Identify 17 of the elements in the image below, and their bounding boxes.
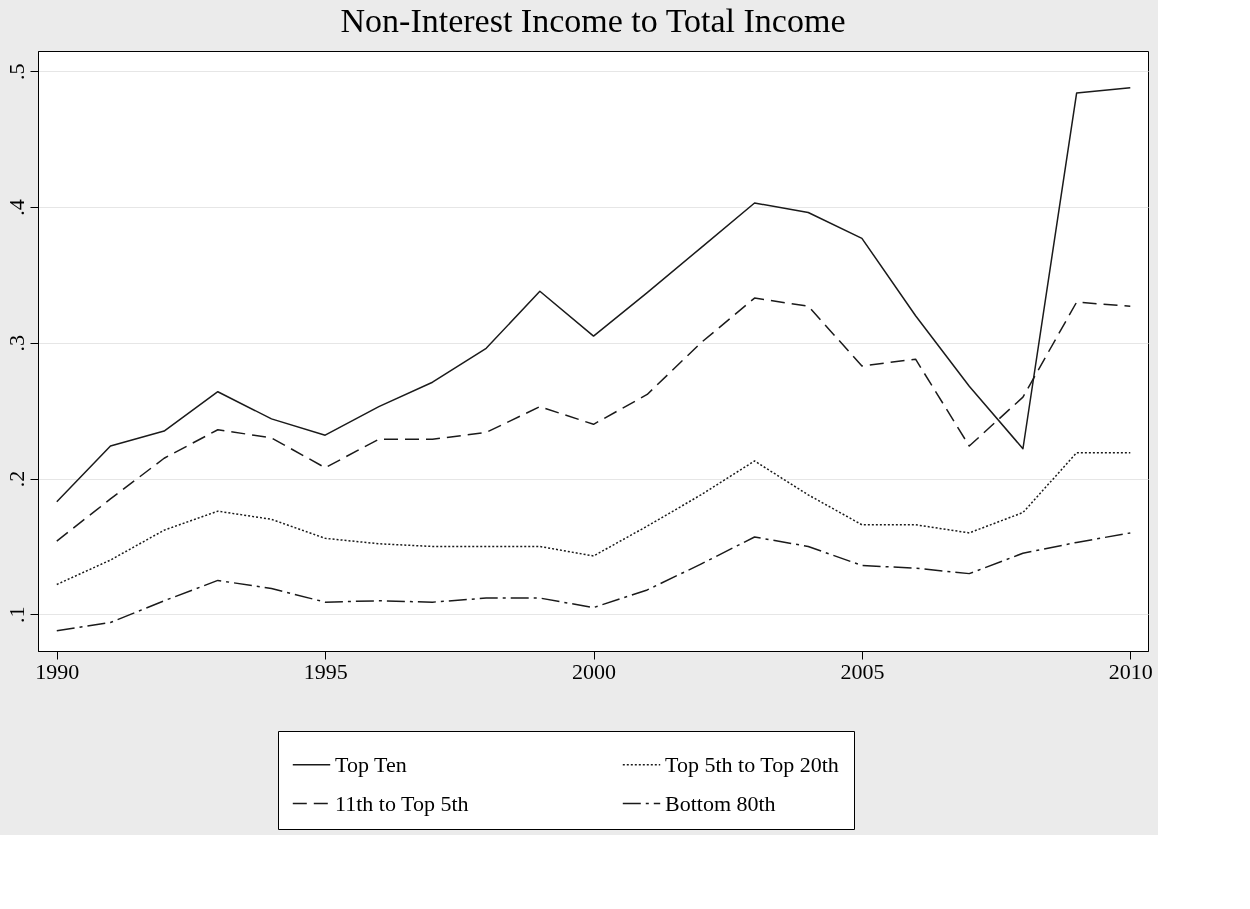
legend-label: Bottom 80th — [665, 790, 776, 816]
legend-label: 11th to Top 5th — [335, 790, 469, 816]
line-series — [56, 532, 1132, 632]
x-tick-label: 2005 — [840, 658, 885, 684]
y-tick-label: .5 — [3, 63, 29, 81]
y-tick-label: .1 — [3, 606, 29, 624]
x-tick-label: 2010 — [1108, 658, 1153, 684]
x-tick-label: 2000 — [572, 658, 617, 684]
y-tick-label: .2 — [3, 470, 29, 488]
legend-label: Top 5th to Top 20th — [665, 751, 839, 777]
legend-label: Top Ten — [335, 751, 407, 777]
y-tick-label: .4 — [3, 199, 29, 216]
line-series — [56, 452, 1132, 586]
y-tick-label: .3 — [3, 335, 29, 352]
x-tick-label: 1995 — [303, 658, 348, 684]
x-tick-label: 1990 — [35, 658, 80, 684]
chart-title: Non-Interest Income to Total Income — [340, 2, 846, 39]
